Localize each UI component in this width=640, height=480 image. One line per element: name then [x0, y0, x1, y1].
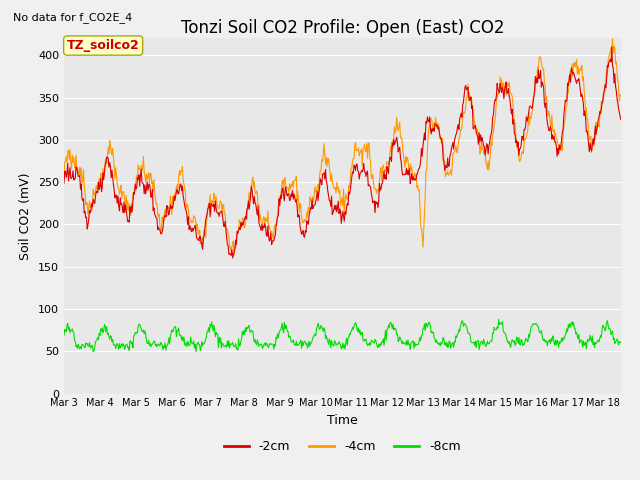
Title: Tonzi Soil CO2 Profile: Open (East) CO2: Tonzi Soil CO2 Profile: Open (East) CO2	[180, 19, 504, 37]
Text: TZ_soilco2: TZ_soilco2	[67, 39, 140, 52]
X-axis label: Time: Time	[327, 414, 358, 427]
Legend: -2cm, -4cm, -8cm: -2cm, -4cm, -8cm	[219, 435, 466, 458]
Y-axis label: Soil CO2 (mV): Soil CO2 (mV)	[19, 172, 33, 260]
Text: No data for f_CO2E_4: No data for f_CO2E_4	[13, 12, 132, 23]
